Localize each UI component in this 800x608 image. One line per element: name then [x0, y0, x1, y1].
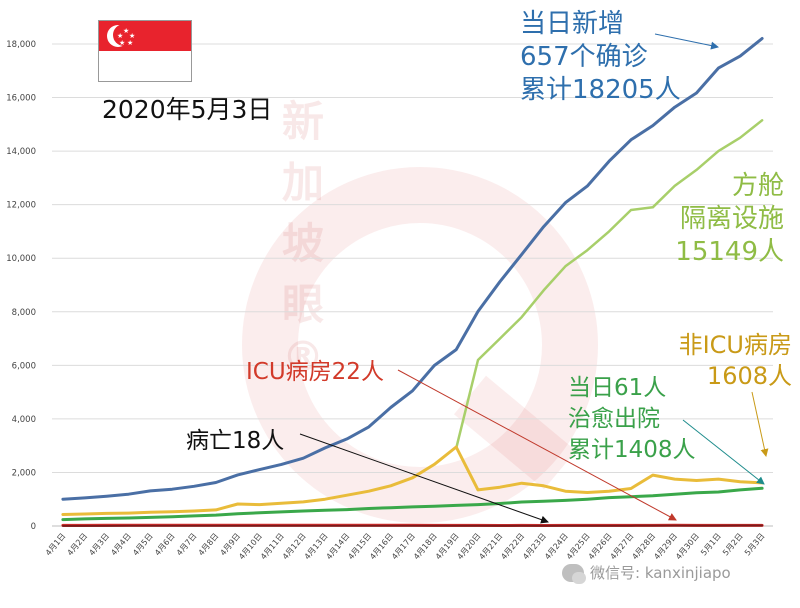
- watermark-q-icon: [242, 167, 598, 523]
- y-tick-label: 16,000: [6, 94, 36, 104]
- annotation-non-icu-line2: 1608人: [706, 362, 792, 390]
- y-tick-label: 0: [31, 522, 36, 532]
- annotation-discharged-line2: 治愈出院: [568, 406, 660, 432]
- series-line-dorm: [454, 119, 764, 450]
- annotation-icu: ICU病房22人: [246, 359, 384, 385]
- annotation-discharged-line3: 累计1408人: [568, 437, 696, 463]
- x-tick-label: 5月1日: [699, 532, 723, 558]
- annotation-total-line2: 657个确诊: [520, 42, 648, 72]
- x-axis-ticks: 4月1日4月2日4月3日4月4日4月5日4月6日4月7日4月8日4月9日4月10…: [44, 532, 767, 562]
- annotation-dorm-line1: 方舱: [731, 171, 784, 201]
- x-tick-label: 4月8日: [197, 532, 221, 558]
- annotation-total-line3: 累计18205人: [520, 75, 681, 105]
- watermark-ring: [242, 167, 598, 523]
- x-tick-label: 4月4日: [109, 532, 133, 558]
- y-tick-label: 10,000: [6, 254, 36, 264]
- y-tick-label: 12,000: [6, 201, 36, 211]
- series-line-total: [61, 37, 764, 501]
- annotation-dorm-line2: 隔离设施: [679, 204, 784, 234]
- annotation-non-icu-line1: 非ICU病房: [678, 331, 792, 359]
- series-line-non_icu: [61, 445, 764, 516]
- annotation-total-line1: 当日新增: [520, 9, 625, 39]
- x-tick-label: 4月7日: [175, 532, 199, 558]
- series-line-discharged: [61, 486, 764, 522]
- singapore-flag-icon: ★ ★ ★ ★ ★: [98, 20, 192, 82]
- wechat-account: 微信号: kanxinjiapo: [562, 562, 731, 584]
- y-tick-label: 4,000: [12, 415, 36, 425]
- y-tick-label: 2,000: [12, 468, 36, 478]
- annotation-deaths: 病亡18人: [186, 428, 285, 454]
- watermark-tail: [453, 375, 577, 490]
- arrow-deaths: [299, 433, 549, 524]
- wechat-label: 微信号: kanxinjiapo: [590, 564, 731, 582]
- x-tick-label: 4月2日: [66, 532, 90, 558]
- x-tick-label: 4月5日: [131, 532, 155, 558]
- arrow-total: [654, 33, 719, 50]
- series-lines: [61, 37, 764, 527]
- arrow-icu: [397, 369, 677, 521]
- annotation-arrows: [299, 33, 769, 524]
- x-tick-label: 4月3日: [87, 532, 111, 558]
- x-tick-label: 5月2日: [721, 532, 745, 558]
- y-tick-label: 18,000: [6, 40, 36, 50]
- x-tick-label: 4月6日: [153, 532, 177, 558]
- date-label: 2020年5月3日: [102, 95, 273, 124]
- wechat-icon: [562, 563, 586, 584]
- watermark-text: 新加坡眼®: [282, 97, 327, 381]
- y-tick-label: 14,000: [6, 147, 36, 157]
- y-tick-label: 6,000: [12, 361, 36, 371]
- annotation-dorm-line3: 15149人: [675, 237, 784, 267]
- y-tick-label: 8,000: [12, 308, 36, 318]
- annotation-discharged-line1: 当日61人: [568, 375, 667, 401]
- y-axis-ticks: 0 2,000 4,000 6,000 8,000 10,000 12,000 14,000 1…: [6, 40, 36, 532]
- arrow-non-icu: [751, 391, 769, 457]
- x-tick-label: 4月30日: [674, 532, 701, 562]
- x-tick-label: 4月1日: [44, 532, 68, 558]
- x-tick-label: 5月3日: [743, 532, 767, 558]
- arrow-discharged: [682, 419, 765, 485]
